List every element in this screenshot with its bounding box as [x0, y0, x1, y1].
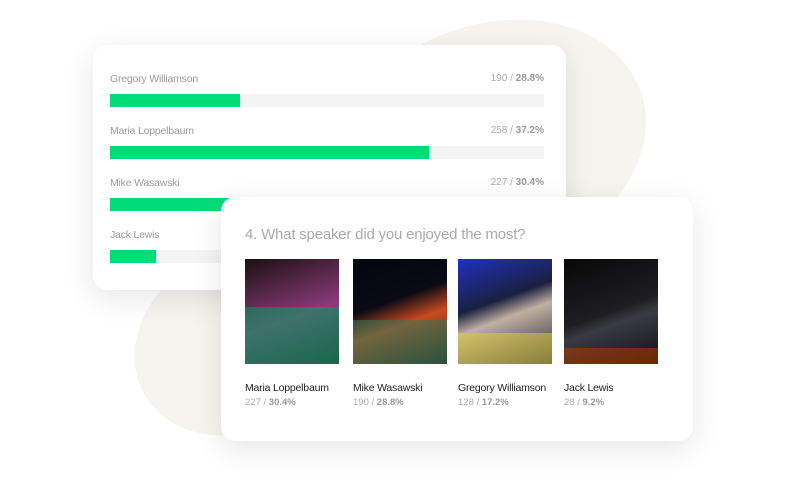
speaker-photo[interactable]: [564, 259, 658, 364]
speaker-name: Gregory Williamson: [458, 382, 547, 394]
speaker-stat: 128 / 17.2%: [458, 397, 509, 408]
speaker-stat: 28 / 9.2%: [564, 397, 605, 408]
result-stat: 227 / 30.4%: [490, 177, 544, 188]
result-bar-fill: [110, 94, 241, 107]
result-overlay: [245, 307, 339, 364]
speaker-stat: 227 / 30.4%: [245, 397, 296, 408]
result-bar-fill: [110, 146, 429, 159]
speaker-name: Mike Wasawski: [353, 382, 423, 394]
result-overlay: [353, 319, 447, 364]
result-stat: 190 / 28.8%: [490, 73, 544, 84]
speaker-photo[interactable]: [458, 259, 552, 364]
result-bar-fill: [110, 250, 156, 263]
result-name: Maria Loppelbaum: [110, 125, 194, 137]
speaker-photo[interactable]: [245, 259, 339, 364]
speaker-name: Jack Lewis: [564, 382, 614, 394]
speaker-name: Maria Loppelbaum: [245, 382, 329, 394]
result-name: Gregory Williamson: [110, 73, 199, 85]
speaker-option[interactable]: Jack Lewis 28 / 9.2%: [564, 259, 658, 408]
result-name: Jack Lewis: [110, 229, 160, 241]
result-bar-track: [110, 146, 544, 159]
result-overlay: [564, 348, 658, 364]
result-stat: 258 / 37.2%: [490, 125, 544, 136]
speaker-option[interactable]: Gregory Williamson 128 / 17.2%: [458, 259, 552, 408]
result-name: Mike Wasawski: [110, 177, 180, 189]
speaker-option[interactable]: Mike Wasawski 190 / 28.8%: [353, 259, 447, 408]
question-card: 4. What speaker did you enjoyed the most…: [221, 197, 693, 441]
result-overlay: [458, 332, 552, 364]
result-bar-track: [110, 94, 544, 107]
speaker-photo[interactable]: [353, 259, 447, 364]
speaker-option[interactable]: Maria Loppelbaum 227 / 30.4%: [245, 259, 339, 408]
question-title: 4. What speaker did you enjoyed the most…: [245, 226, 526, 243]
speaker-stat: 190 / 28.8%: [353, 397, 404, 408]
